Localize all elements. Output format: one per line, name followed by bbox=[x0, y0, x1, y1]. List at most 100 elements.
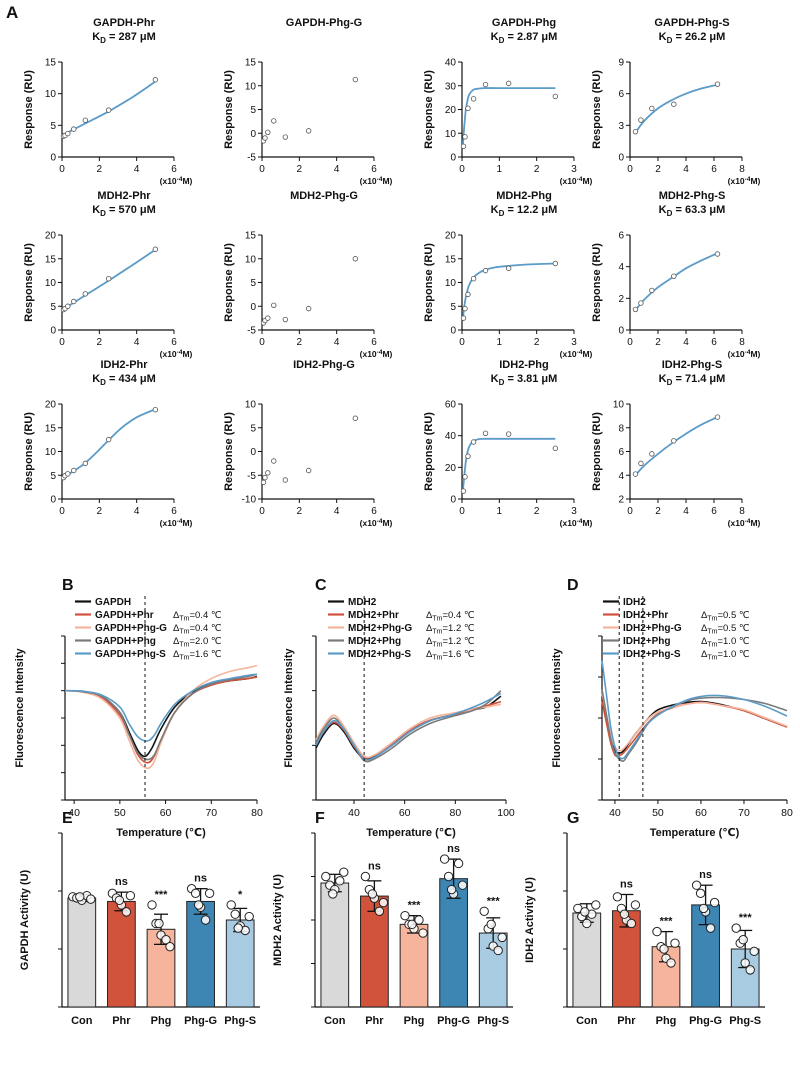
kd-label: KD = 12.2 μM bbox=[491, 204, 558, 218]
x-category-label: Con bbox=[71, 1015, 93, 1027]
data-point bbox=[649, 105, 655, 112]
kd-symbol: K bbox=[659, 31, 667, 43]
y-tick-label: 10 bbox=[613, 400, 625, 411]
kd-equals: = bbox=[672, 204, 685, 216]
delta-symbol: Δ bbox=[426, 610, 433, 621]
spr-plot-idh2-phg-g: IDH2-Phg-G -10 -5 0 5 10 0 2 4 6 Response (RU) (x10… bbox=[223, 359, 393, 528]
unit-prefix: (x10 bbox=[160, 176, 177, 186]
data-point bbox=[482, 430, 489, 436]
spr-title: IDH2-Phr bbox=[100, 359, 148, 371]
kd-subscript: D bbox=[667, 209, 673, 218]
x-tick-label: 80 bbox=[449, 807, 461, 819]
delta-symbol: Δ bbox=[426, 649, 433, 660]
legend-delta-tm: ΔTm=1.2 ℃ bbox=[426, 623, 475, 636]
kd-equals: = bbox=[504, 31, 517, 43]
y-tick-label: 40 bbox=[445, 58, 457, 69]
x-unit-label: (x10-4M) bbox=[560, 176, 593, 186]
replicate-point bbox=[443, 871, 454, 882]
x-tick-label: 4 bbox=[134, 337, 140, 348]
replicate-point bbox=[378, 897, 389, 908]
x-tick-label: 0 bbox=[627, 164, 633, 175]
y-axis-label: Response (RU) bbox=[223, 412, 235, 491]
data-point bbox=[638, 117, 644, 123]
data-point bbox=[460, 488, 467, 494]
data-point bbox=[282, 134, 289, 140]
x-category-label: Phg-G bbox=[184, 1015, 217, 1027]
unit-prefix: (x10 bbox=[160, 349, 177, 359]
replicate-point bbox=[154, 918, 164, 929]
x-category-label: Phg-S bbox=[729, 1015, 761, 1027]
y-axis-label: Response (RU) bbox=[591, 412, 603, 491]
x-tick-label: 50 bbox=[652, 807, 664, 819]
legend-label: GAPDH+Phg bbox=[95, 636, 156, 647]
y-tick-label: 40 bbox=[445, 431, 457, 442]
data-point bbox=[305, 467, 312, 474]
y-tick-label: 6 bbox=[618, 447, 624, 458]
kd-symbol: K bbox=[92, 31, 100, 43]
unit-exponent: -4 bbox=[177, 518, 183, 525]
kd-value: 26.2 μM bbox=[685, 31, 725, 43]
x-tick-label: 60 bbox=[399, 807, 411, 819]
x-tick-label: 2 bbox=[655, 337, 661, 348]
y-tick-label: 20 bbox=[45, 231, 57, 242]
replicate-point bbox=[233, 923, 243, 933]
replicate-point bbox=[591, 900, 601, 910]
significance-mark: ns bbox=[620, 878, 633, 890]
significance-mark: *** bbox=[739, 912, 753, 924]
delta-subscript: Tm bbox=[432, 629, 442, 636]
y-tick-label: 0 bbox=[450, 153, 456, 164]
x-tick-label: 50 bbox=[114, 807, 126, 819]
delta-value: =0.4 ℃ bbox=[189, 623, 221, 634]
unit-prefix: (x10 bbox=[560, 518, 577, 528]
x-tick-label: 2 bbox=[297, 337, 303, 348]
unit-prefix: (x10 bbox=[728, 176, 745, 186]
replicate-point bbox=[659, 944, 669, 954]
legend-label: GAPDH bbox=[95, 597, 131, 608]
x-category-label: Phg-S bbox=[224, 1015, 256, 1027]
x-tick-label: 0 bbox=[59, 506, 65, 517]
replicate-point bbox=[626, 918, 637, 929]
data-point bbox=[470, 276, 477, 282]
x-tick-label: 1 bbox=[497, 337, 503, 348]
x-tick-label: 4 bbox=[683, 337, 689, 348]
legend-label: GAPDH+Phg-G bbox=[95, 623, 167, 634]
unit-prefix: (x10 bbox=[560, 176, 577, 186]
x-axis-label: Temperature (℃) bbox=[650, 827, 740, 839]
x-tick-label: 6 bbox=[171, 506, 177, 517]
data-point bbox=[638, 300, 644, 306]
data-point bbox=[65, 471, 71, 477]
legend-delta-tm: ΔTm=1.6 ℃ bbox=[426, 649, 475, 662]
y-tick-label: 5 bbox=[250, 105, 256, 116]
kd-value: 63.3 μM bbox=[685, 204, 725, 216]
data-point bbox=[649, 451, 655, 457]
legend-label: MDH2 bbox=[348, 597, 377, 608]
tsa-gapdh: 40 50 60 70 80 Temperature (℃) Fluorescence In… bbox=[14, 596, 263, 839]
y-tick-label: 5 bbox=[50, 121, 56, 132]
y-tick-label: 20 bbox=[45, 400, 57, 411]
data-point bbox=[82, 291, 89, 297]
x-tick-label: 4 bbox=[334, 337, 340, 348]
replicate-point bbox=[418, 928, 428, 938]
y-tick-label: 0 bbox=[450, 495, 456, 506]
unit-suffix: M) bbox=[182, 518, 192, 528]
y-axis-label: Response (RU) bbox=[23, 412, 35, 491]
bar-phg-s bbox=[225, 919, 255, 1008]
series-line-2 bbox=[64, 664, 258, 770]
legend-label: IDH2+Phg-S bbox=[623, 649, 681, 660]
spr-plot-gapdh-phg-s: GAPDH-Phg-S KD = 26.2 μM 0 3 6 9 0 2 4 6 8 Response… bbox=[591, 17, 761, 186]
y-tick-label: 0 bbox=[250, 302, 256, 313]
replicate-point bbox=[612, 892, 623, 902]
x-tick-label: 2 bbox=[534, 164, 540, 175]
kd-symbol: K bbox=[491, 31, 499, 43]
panel-label-a: A bbox=[6, 3, 18, 22]
legend-label: IDH2 bbox=[623, 597, 646, 608]
x-tick-label: 0 bbox=[459, 337, 465, 348]
data-point bbox=[282, 477, 289, 483]
y-tick-label: 10 bbox=[45, 447, 57, 458]
data-point bbox=[462, 305, 468, 312]
y-axis-label: Response (RU) bbox=[423, 243, 435, 322]
spr-title: GAPDH-Phg-S bbox=[654, 17, 729, 29]
act-idh2: IDH2 Activity (U) Con ns Phr *** Phg ns Phg-G **… bbox=[524, 832, 765, 1027]
